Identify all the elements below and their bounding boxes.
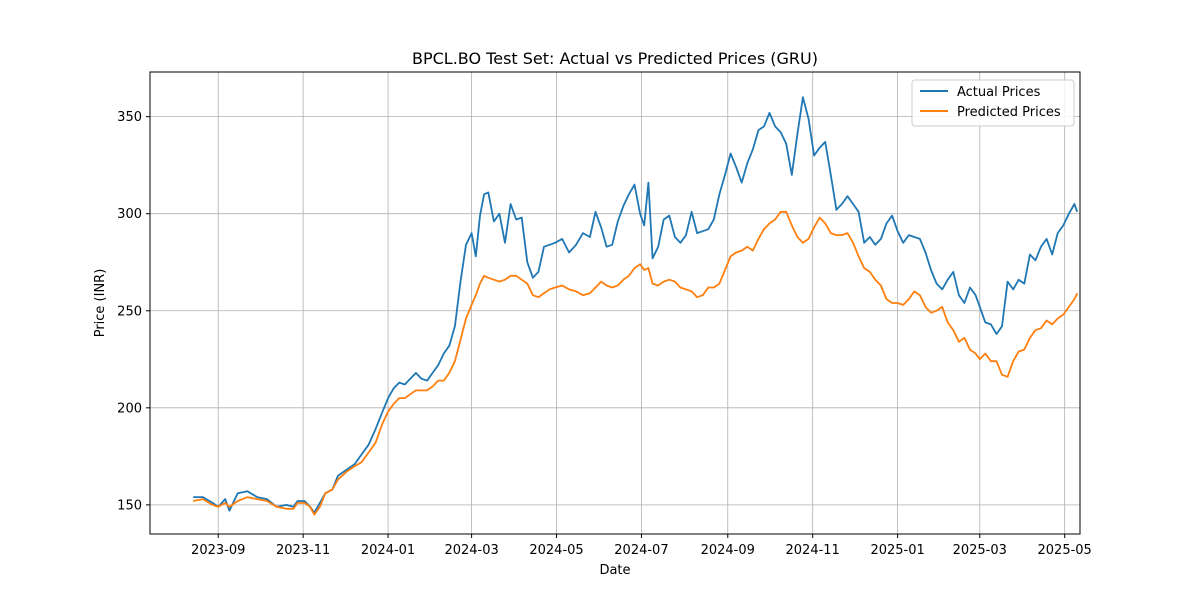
x-tick-label: 2024-07 [614, 543, 668, 558]
y-axis-label: Price (INR) [93, 269, 108, 338]
legend-label-predicted: Predicted Prices [957, 105, 1061, 120]
y-tick-label: 250 [117, 304, 142, 319]
x-tick-label: 2025-03 [953, 543, 1007, 558]
series-line-predicted [193, 210, 1079, 516]
x-tick-label: 2023-09 [191, 543, 245, 558]
x-tick-label: 2024-09 [701, 543, 755, 558]
chart-title: BPCL.BO Test Set: Actual vs Predicted Pr… [412, 49, 818, 68]
x-tick-label: 2025-05 [1038, 543, 1092, 558]
series-lines [193, 96, 1079, 516]
y-tick-label: 350 [117, 110, 142, 125]
x-tick-label: 2024-05 [529, 543, 583, 558]
x-axis: 2023-09 2023-11 2024-01 2024-03 2024-05 2024-… [191, 534, 1092, 558]
y-tick-label: 150 [117, 498, 142, 513]
x-tick-label: 2025-01 [870, 543, 924, 558]
plot-frame [149, 71, 1081, 535]
x-tick-label: 2024-11 [786, 543, 840, 558]
y-tick-label: 200 [117, 401, 142, 416]
y-tick-label: 300 [117, 207, 142, 222]
x-axis-label: Date [599, 563, 630, 578]
x-tick-label: 2024-03 [444, 543, 498, 558]
legend-box [911, 79, 1075, 127]
x-tick-label: 2023-11 [276, 543, 330, 558]
x-tick-label: 2024-01 [361, 543, 415, 558]
series-line-actual [193, 96, 1079, 514]
legend: Actual Prices Predicted Prices [911, 79, 1075, 127]
y-axis: 150 200 250 300 350 [117, 110, 150, 513]
legend-label-actual: Actual Prices [957, 85, 1041, 100]
